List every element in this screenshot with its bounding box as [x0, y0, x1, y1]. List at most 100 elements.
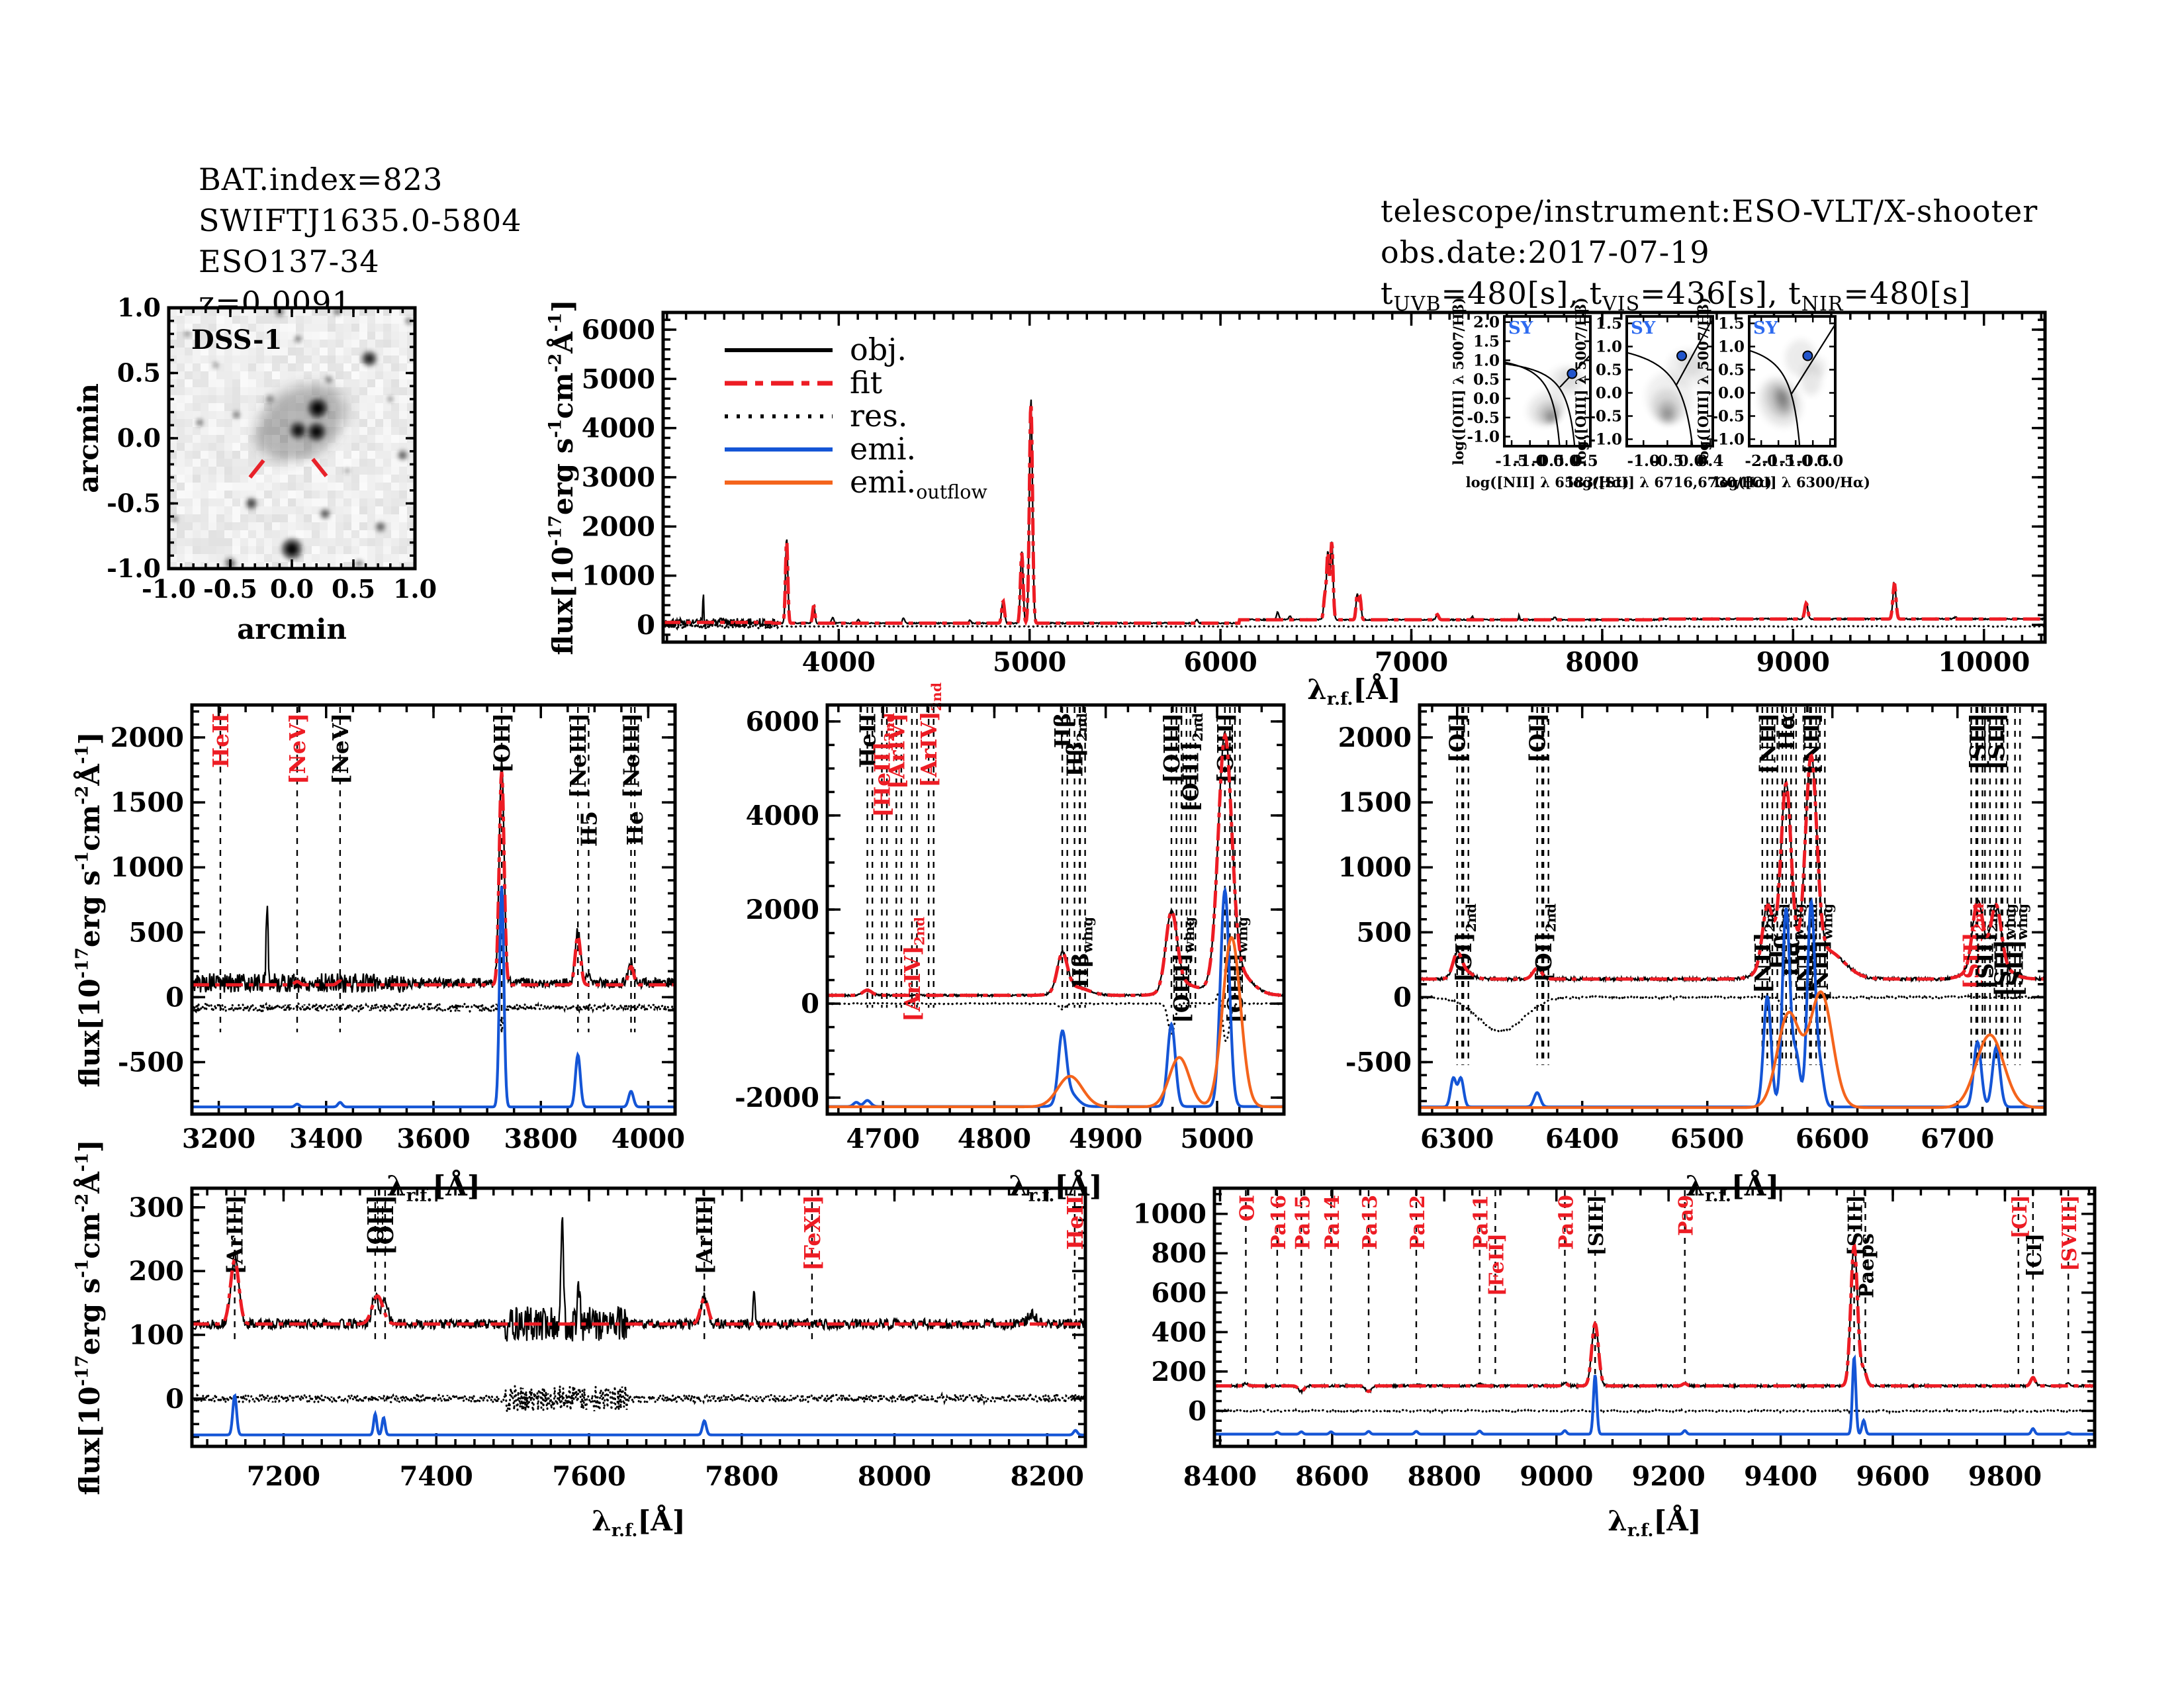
series-fit	[193, 1258, 1084, 1326]
line-marker: Pa11	[1470, 1190, 1493, 1374]
bpt-y-tick: 1.0	[1473, 352, 1500, 369]
marker-label: He	[622, 811, 648, 845]
bpt-x-tick: 0.5	[1572, 452, 1598, 470]
marker-label: [OI]2nd	[1451, 904, 1479, 982]
marker-label: [SII]	[1965, 713, 1991, 770]
marker-label: [NeIII]	[618, 713, 644, 798]
bpt-y-tick: 2.0	[1473, 314, 1500, 332]
division-curve	[1627, 352, 1694, 446]
line-marker: HeII	[208, 707, 234, 1033]
line-marker: [SII]	[1983, 707, 2009, 1065]
marker-label: [OIII]wing	[1169, 917, 1197, 1023]
series-fit	[1216, 1243, 2093, 1393]
bpt-x-axis-label: log([OI] λ 6300/Hα)	[1714, 474, 1870, 491]
bpt-y-tick: 0.5	[1718, 361, 1745, 379]
x-axis-label: λr.f.[Å]	[1307, 673, 1401, 709]
x-tick-label: 6700	[1921, 1123, 1994, 1154]
y-tick-label: -500	[118, 1047, 184, 1078]
bpt-x-tick: 0.0	[1553, 452, 1580, 470]
line-marker: Pa14	[1321, 1190, 1344, 1374]
series-res	[664, 620, 2044, 632]
division-curve	[1791, 324, 1835, 395]
line-marker: H5	[576, 707, 602, 1033]
line-marker: [ArIV]	[884, 707, 909, 1008]
swift-name: SWIFTJ1635.0-5804	[199, 203, 522, 238]
division-curve	[1749, 350, 1801, 446]
marker-label: [NeV]	[285, 713, 310, 784]
line-marker: [ArIII]	[692, 1190, 717, 1343]
series-fit	[193, 771, 674, 987]
bpt-y-tick: -1.0	[1467, 428, 1500, 446]
division-curve	[1676, 320, 1712, 385]
bpt-inset-2: -1.0-0.50.00.4-1.0-0.50.00.51.01.5 SYlog(…	[1568, 297, 1772, 491]
series-emi	[1216, 1354, 2093, 1436]
x-tick-label: 7200	[247, 1461, 320, 1492]
x-tick-label: 4000	[612, 1123, 685, 1154]
y-tick-label: 0	[165, 1383, 184, 1415]
y-tick-label: 4000	[746, 800, 819, 831]
series-fit	[1421, 753, 2044, 981]
y-tick-label: 500	[1357, 917, 1412, 948]
marker-label: Pa12	[1406, 1195, 1430, 1250]
line-marker: [NeV]	[285, 707, 310, 1033]
marker-label: [OII]	[363, 1195, 388, 1255]
division-curve	[1504, 361, 1561, 446]
axis-box	[661, 310, 2047, 644]
galaxy-point	[1676, 350, 1688, 361]
line-marker: He	[622, 707, 648, 1033]
bpt-box	[1503, 315, 1592, 447]
star-core	[388, 397, 392, 401]
bpt-y-tick: 1.0	[1718, 338, 1745, 356]
axis-ticks	[1214, 1188, 2095, 1446]
y-tick-label: 300	[129, 1192, 185, 1223]
bpt-x-tick: -2.0	[1745, 452, 1778, 470]
bpt-y-tick: -0.5	[1589, 408, 1622, 426]
bpt-y-tick: -0.5	[1467, 409, 1500, 427]
panel-midcenter: 4700 4800 4900 5000 -2000 0 2000 4000 6000 HeII[H…	[735, 682, 1286, 1205]
x-tick-label: 3400	[289, 1123, 363, 1154]
density-blob	[1549, 414, 1555, 420]
line-marker: [CI]	[2009, 1190, 2032, 1374]
axis-box	[825, 703, 1286, 1116]
exposure-times: tUVB=480[s], tVIS=436[s], tNIR=480[s]	[1381, 275, 1972, 316]
density-blob	[1778, 391, 1787, 406]
x-tick-label: 8400	[1183, 1461, 1257, 1492]
x-tick-label: 8600	[1295, 1461, 1369, 1492]
line-marker: Pa13	[1359, 1190, 1382, 1374]
bpt-y-tick: -1.0	[1711, 431, 1745, 449]
bpt-y-tick: 0.0	[1473, 390, 1500, 408]
x-tick-label: 7600	[552, 1461, 625, 1492]
x-tick-label: 9000	[1756, 647, 1830, 678]
y-tick-label: 0	[165, 982, 184, 1013]
bpt-y-tick: -0.5	[1711, 408, 1745, 426]
marker-label: Hβ2nd	[1062, 713, 1091, 776]
line-marker: [NII]2nd	[1750, 707, 1778, 1065]
y-tick-label: 0	[637, 610, 655, 641]
y-tick-label: 0	[801, 988, 819, 1019]
star-core	[267, 397, 273, 402]
legend-obj-label: obj.	[850, 332, 907, 367]
y-tick-label: 1500	[111, 787, 184, 818]
marker-label: Pa9	[1675, 1195, 1698, 1236]
dss-x-tick-label: -0.5	[203, 574, 257, 604]
line-marker: [SII]	[1965, 707, 1991, 1065]
bpt-class-label: SY	[1508, 318, 1533, 338]
bpt-y-tick: -1.0	[1589, 431, 1622, 449]
star-core	[173, 517, 177, 521]
line-marker: Pa9	[1675, 1190, 1698, 1374]
slit-mark	[248, 459, 265, 479]
marker-label: [SII]wing	[2003, 904, 2031, 996]
x-tick-label: 3800	[504, 1123, 578, 1154]
star-core	[296, 336, 300, 342]
series-obj	[193, 1217, 1084, 1342]
marker-label: Pa15	[1291, 1195, 1314, 1250]
marker-label: [OI]	[1525, 713, 1551, 763]
galaxy-point	[1802, 350, 1813, 361]
dss-x-tick-label: 0.5	[332, 574, 375, 604]
density-blob	[1662, 408, 1672, 420]
star-core	[213, 363, 218, 367]
line-marker: [OII]	[373, 1190, 398, 1343]
bpt-y-tick: 0.5	[1596, 361, 1622, 379]
axis-ticks	[1420, 705, 2045, 1115]
